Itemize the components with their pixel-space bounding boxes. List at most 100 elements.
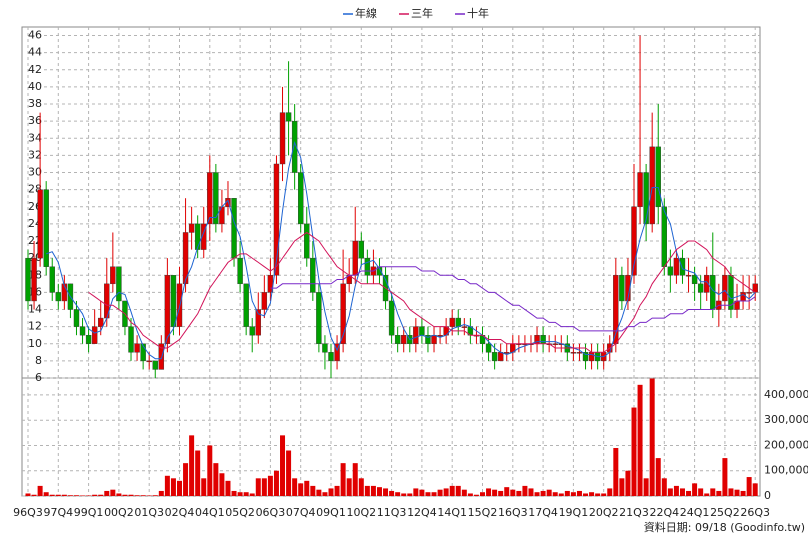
volume-bar <box>31 494 37 496</box>
candle-body <box>570 352 577 354</box>
x-tick-label: 02Q4 <box>165 506 195 519</box>
volume-bar <box>134 495 140 496</box>
volume-bar <box>158 490 164 496</box>
candle-body <box>449 317 455 327</box>
y-tick-label: 12 <box>28 320 42 333</box>
volume-bar <box>534 492 540 496</box>
candle-body <box>207 172 213 225</box>
volume-bar <box>443 488 449 496</box>
x-tick-label: 00Q2 <box>104 506 134 519</box>
candle-body <box>194 223 201 250</box>
volume-bar <box>619 478 625 496</box>
legend-label: 年線 <box>355 6 377 20</box>
candle-body <box>61 283 68 302</box>
volume-bar <box>25 493 31 496</box>
candle-body <box>273 163 280 276</box>
volume-bar <box>722 458 728 496</box>
candle-body <box>255 309 261 336</box>
volume-bar <box>540 490 546 496</box>
volume-bar <box>510 489 516 496</box>
y2-tick-label: 200,000 <box>764 438 808 451</box>
volume-bar <box>110 489 116 496</box>
candle-body <box>213 172 219 225</box>
candle-body <box>413 326 419 344</box>
candle-body <box>649 146 655 225</box>
candle-body <box>328 352 334 362</box>
volume-bar <box>546 489 552 496</box>
x-tick-label: 06Q3 <box>256 506 286 519</box>
volume-bar <box>570 492 576 496</box>
volume-bar <box>249 493 255 496</box>
y-tick-label: 8 <box>35 354 42 367</box>
volume-bar <box>673 485 679 496</box>
candle-body <box>485 343 492 353</box>
volume-bar <box>140 495 146 496</box>
candle-body <box>437 334 443 337</box>
y-tick-label: 42 <box>28 63 42 76</box>
volume-bar <box>86 495 92 496</box>
candle-body <box>425 334 431 344</box>
candle-body <box>419 326 425 336</box>
volume-bar <box>80 495 86 496</box>
candle-body <box>158 343 165 370</box>
volume-bar <box>631 407 637 496</box>
candle-body <box>237 257 243 285</box>
candle-body <box>91 326 98 344</box>
candle-body <box>164 275 171 344</box>
candle-body <box>691 275 698 285</box>
volume-bar <box>170 478 176 496</box>
volume-bar <box>340 463 346 496</box>
volume-bar <box>740 490 746 496</box>
volume-bar <box>207 445 213 496</box>
x-tick-label: 25Q2 <box>710 506 740 519</box>
volume-bar <box>92 494 98 496</box>
volume-bar <box>692 483 698 496</box>
volume-bar <box>734 489 740 496</box>
volume-bar <box>243 492 249 496</box>
volume-bar <box>679 488 685 496</box>
x-tick-label: 26Q3 <box>740 506 770 519</box>
y-tick-label: 10 <box>28 337 42 350</box>
candle-body <box>98 317 104 327</box>
candle-body <box>588 352 595 362</box>
volume-bar <box>98 494 104 496</box>
candle-body <box>73 309 80 327</box>
y-tick-label: 6 <box>35 371 42 384</box>
volume-bar <box>298 483 304 496</box>
volume-bar <box>213 463 219 496</box>
candle-body <box>285 112 292 122</box>
y-tick-label: 30 <box>28 166 42 179</box>
volume-bar <box>425 492 431 496</box>
volume-bar <box>189 435 195 496</box>
candle-body <box>340 283 346 344</box>
y-tick-label: 32 <box>28 148 42 161</box>
volume-bar <box>480 492 485 496</box>
volume-bar <box>195 450 201 496</box>
volume-bar <box>310 485 316 496</box>
volume-bar <box>67 495 73 496</box>
volume-bar <box>752 483 758 496</box>
x-tick-label: 12Q4 <box>407 506 437 519</box>
candle-body <box>310 257 316 293</box>
candle-body <box>110 266 116 285</box>
candle-body <box>394 334 401 344</box>
candle-body <box>304 223 310 259</box>
x-tick-label: 97Q4 <box>43 506 73 519</box>
ma-line <box>270 266 756 332</box>
volume-bar <box>516 490 522 496</box>
volume-bar <box>152 495 158 496</box>
legend-label: 十年 <box>467 6 489 20</box>
volume-bar <box>558 493 564 496</box>
volume-bar <box>286 450 292 496</box>
volume-bar <box>595 493 601 496</box>
candle-body <box>673 257 680 276</box>
volume-bar <box>37 485 43 496</box>
volume-bar <box>655 458 661 496</box>
y-tick-label: 34 <box>28 131 42 144</box>
candle-body <box>261 292 268 310</box>
candle-body <box>710 275 716 310</box>
volume-bar <box>528 488 534 496</box>
candle-body <box>576 352 583 354</box>
volume-bar <box>649 378 655 496</box>
volume-bar <box>255 478 261 496</box>
